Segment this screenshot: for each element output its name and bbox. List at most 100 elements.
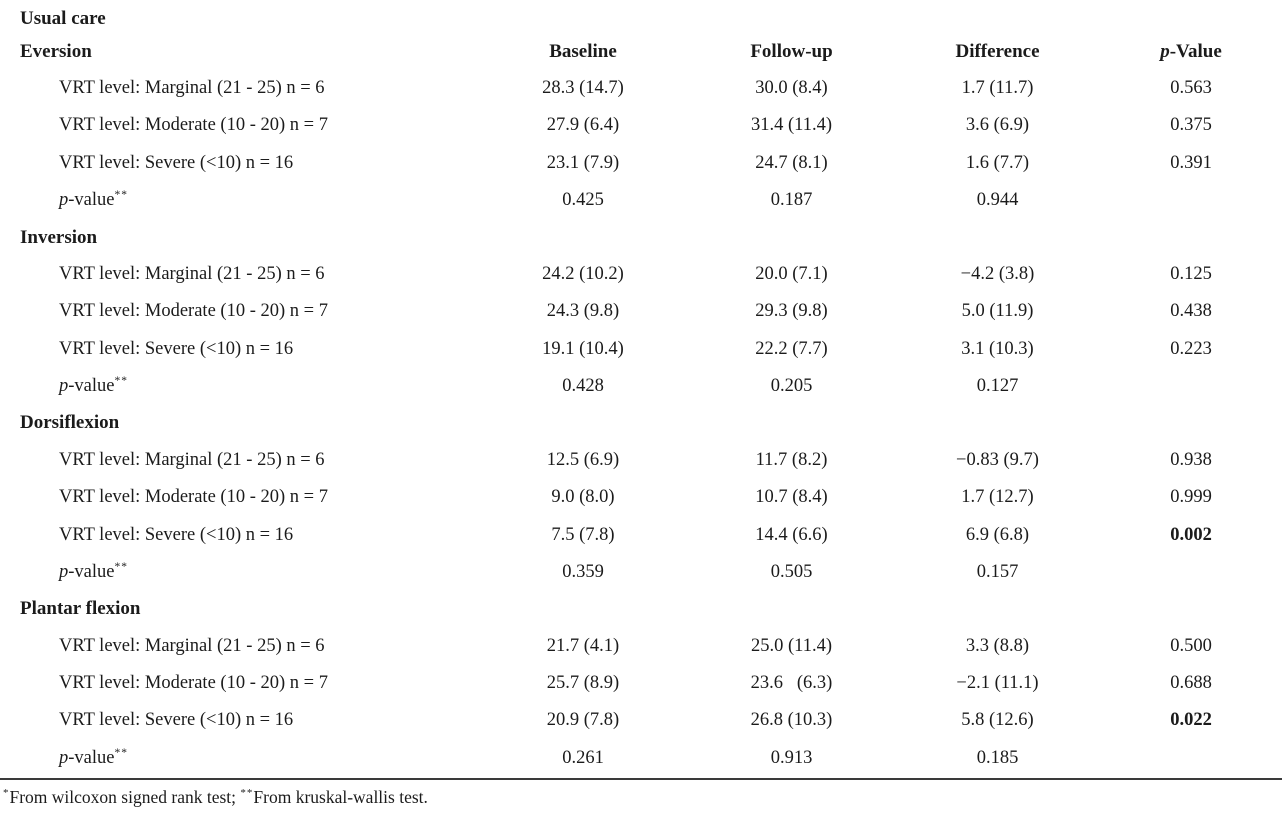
- baseline-cell: 19.1 (10.4): [542, 338, 624, 359]
- empty-cell: [1100, 368, 1282, 405]
- empty-cell: [688, 591, 895, 628]
- difference-summary-cell: 0.157: [976, 561, 1019, 582]
- column-header: Baseline: [478, 33, 688, 70]
- row-label: VRT level: Severe (<10) n = 16: [59, 524, 294, 545]
- followup-cell: 29.3 (9.8): [755, 301, 828, 322]
- table-row: VRT level: Marginal (21 - 25) n = 6 28.3 …: [0, 70, 1282, 107]
- row-label: VRT level: Severe (<10) n = 16: [59, 152, 294, 173]
- empty-cell: [895, 219, 1100, 256]
- difference-cell: 3.1 (10.3): [961, 338, 1034, 359]
- baseline-cell: 12.5 (6.9): [546, 450, 620, 471]
- section-header-row: Dorsiflexion: [0, 405, 1282, 442]
- baseline-cell: 23.1 (7.9): [546, 152, 620, 173]
- row-label: VRT level: Moderate (10 - 20) n = 7: [59, 673, 328, 694]
- empty-cell: [1100, 591, 1282, 628]
- pvalue-label-sup: **: [114, 374, 128, 387]
- pvalue-label-italic-p: p: [59, 747, 69, 768]
- followup-cell: 31.4 (11.4): [750, 115, 832, 136]
- column-header-italic-p: p: [1160, 40, 1170, 62]
- baseline-cell: 28.3 (14.7): [542, 78, 624, 99]
- table-title: Usual care: [20, 8, 106, 29]
- empty-cell: [478, 591, 688, 628]
- followup-cell: 25.0 (11.4): [750, 636, 832, 657]
- footnote-sup-kruskal: **: [240, 786, 254, 799]
- section-header-row: Inversion: [0, 219, 1282, 256]
- empty-cell: [895, 591, 1100, 628]
- pvalue-cell: 0.438: [1170, 301, 1212, 322]
- followup-summary-cell: 0.505: [770, 561, 813, 582]
- section-name: Inversion: [20, 226, 98, 248]
- baseline-cell: 21.7 (4.1): [546, 636, 620, 657]
- followup-cell: 26.8 (10.3): [750, 710, 833, 731]
- difference-cell: 5.8 (12.6): [961, 710, 1034, 731]
- baseline-cell: 24.2 (10.2): [542, 264, 624, 285]
- pvalue-label-text: -value: [68, 747, 115, 768]
- table-row: VRT level: Marginal (21 - 25) n = 6 21.7 …: [0, 628, 1282, 665]
- pvalue-summary-row: p-value** 0.261 0.913 0.185: [0, 740, 1282, 777]
- empty-cell: [1100, 405, 1282, 442]
- followup-summary-cell: 0.205: [770, 375, 813, 396]
- pvalue-label-italic-p: p: [59, 561, 69, 582]
- column-header-text: Baseline: [549, 40, 617, 62]
- table-row: VRT level: Moderate (10 - 20) n = 7 25.7 …: [0, 665, 1282, 702]
- column-header-text: Difference: [955, 40, 1040, 62]
- baseline-summary-cell: 0.261: [562, 747, 604, 768]
- baseline-cell: 9.0 (8.0): [551, 487, 615, 508]
- baseline-cell: 20.9 (7.8): [546, 710, 620, 731]
- pvalue-label-sup: **: [114, 188, 128, 201]
- pvalue-row-label: p-value**: [0, 368, 478, 405]
- table-row: VRT level: Severe (<10) n = 16 23.1 (7.9)…: [0, 145, 1282, 182]
- pvalue-cell: 0.391: [1170, 152, 1212, 173]
- empty-cell: [1100, 740, 1282, 777]
- followup-cell: 14.4 (6.6): [755, 524, 828, 545]
- baseline-cell: 25.7 (8.9): [546, 673, 620, 694]
- table-row: VRT level: Moderate (10 - 20) n = 7 24.3 …: [0, 293, 1282, 330]
- followup-cell: 24.7 (8.1): [755, 152, 828, 173]
- followup-cell: 22.2 (7.7): [755, 338, 828, 359]
- empty-cell: [1100, 219, 1282, 256]
- column-header: Follow-up: [688, 33, 895, 70]
- empty-cell: [478, 219, 688, 256]
- footnote-text-wilcoxon: From wilcoxon signed rank test;: [9, 786, 241, 807]
- row-label: VRT level: Marginal (21 - 25) n = 6: [59, 78, 325, 99]
- section-name: Eversion: [20, 40, 92, 62]
- table-footnote: *From wilcoxon signed rank test; **From …: [0, 777, 1282, 808]
- difference-cell: 3.6 (6.9): [965, 115, 1030, 136]
- column-header: p-Value: [1100, 33, 1282, 70]
- section-header-row: Eversion Baseline Follow-up Difference p-Val…: [0, 33, 1282, 70]
- pvalue-cell: 0.688: [1170, 673, 1212, 694]
- pvalue-label-sup: **: [114, 560, 128, 573]
- followup-summary-cell: 0.187: [770, 189, 813, 210]
- followup-summary-cell: 0.913: [770, 747, 813, 768]
- table-row: VRT level: Severe (<10) n = 16 19.1 (10.4…: [0, 331, 1282, 368]
- pvalue-cell: 0.002: [1170, 524, 1212, 545]
- difference-cell: 6.9 (6.8): [965, 524, 1030, 545]
- row-label: VRT level: Moderate (10 - 20) n = 7: [59, 487, 328, 508]
- difference-summary-cell: 0.127: [976, 375, 1019, 396]
- table-row: VRT level: Severe (<10) n = 16 7.5 (7.8) 1…: [0, 516, 1282, 553]
- pvalue-label-text: -value: [68, 189, 115, 210]
- empty-cell: [478, 405, 688, 442]
- column-header: Difference: [895, 33, 1100, 70]
- difference-cell: 1.7 (12.7): [961, 487, 1034, 508]
- baseline-cell: 24.3 (9.8): [546, 301, 620, 322]
- pvalue-row-label: p-value**: [0, 182, 478, 219]
- baseline-cell: 27.9 (6.4): [546, 115, 620, 136]
- pvalue-label-italic-p: p: [59, 375, 69, 396]
- section-header-row: Plantar flexion: [0, 591, 1282, 628]
- pvalue-label-text: -value: [68, 375, 115, 396]
- pvalue-cell: 0.223: [1170, 338, 1212, 359]
- pvalue-cell: 0.375: [1170, 115, 1212, 136]
- followup-cell: 10.7 (8.4): [755, 487, 828, 508]
- pvalue-label-text: -value: [68, 561, 115, 582]
- row-label: VRT level: Moderate (10 - 20) n = 7: [59, 115, 328, 136]
- difference-cell: 3.3 (8.8): [965, 636, 1030, 657]
- row-label: VRT level: Marginal (21 - 25) n = 6: [59, 450, 325, 471]
- empty-cell: [895, 405, 1100, 442]
- baseline-summary-cell: 0.425: [562, 189, 604, 210]
- pvalue-row-label: p-value**: [0, 740, 478, 777]
- difference-cell: 5.0 (11.9): [961, 301, 1034, 322]
- pvalue-cell: 0.563: [1170, 78, 1212, 99]
- section-name: Plantar flexion: [20, 598, 141, 620]
- row-label: VRT level: Moderate (10 - 20) n = 7: [59, 301, 328, 322]
